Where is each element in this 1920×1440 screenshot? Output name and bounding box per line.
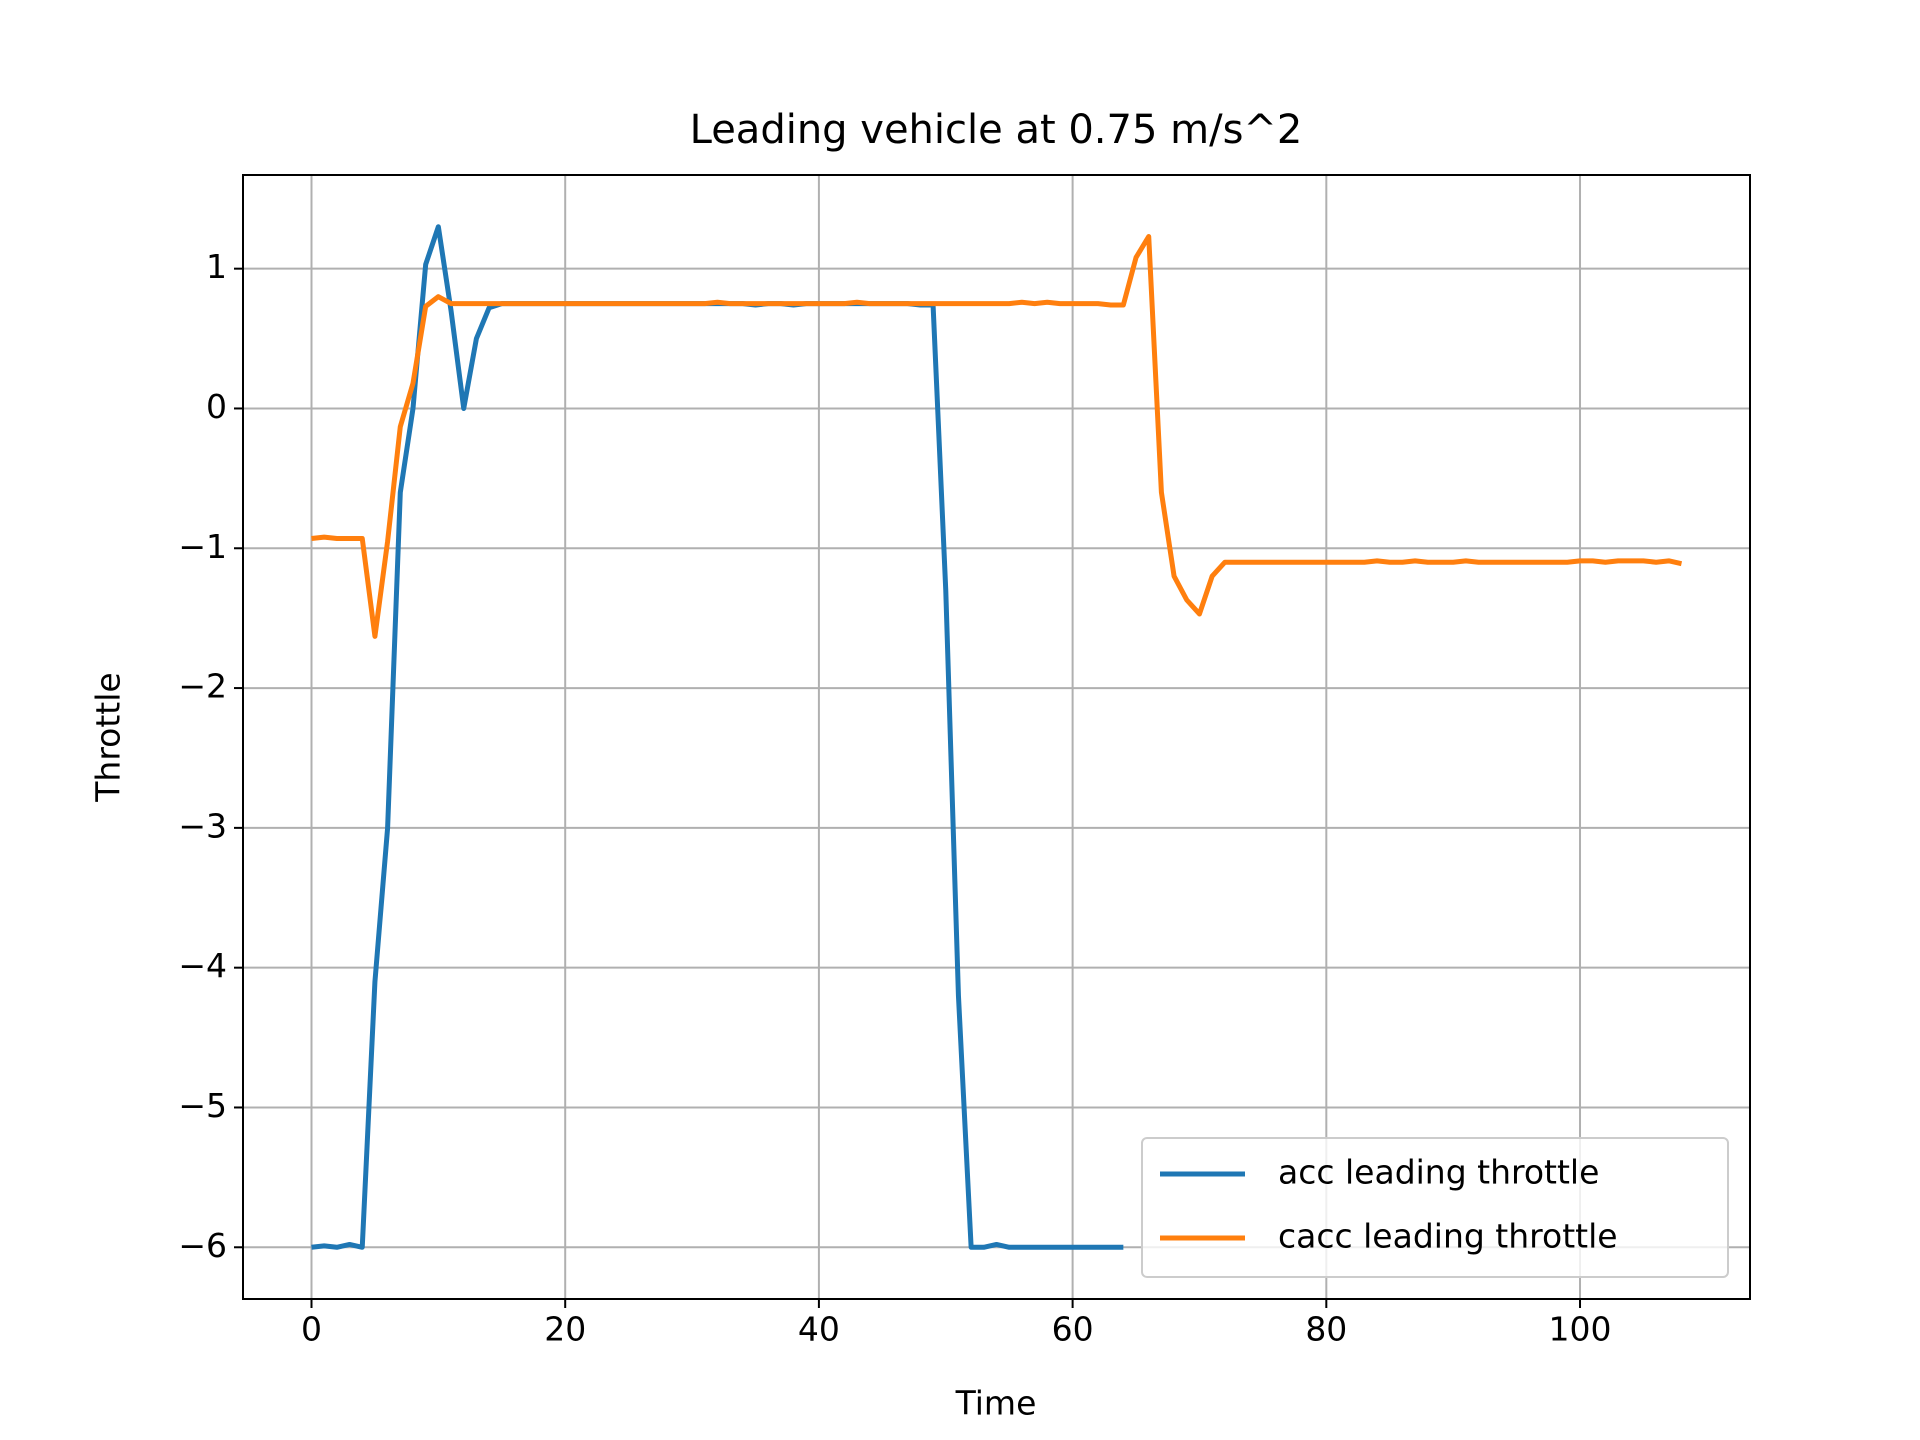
y-tick-label: −4 xyxy=(178,946,227,985)
y-tick-label: 1 xyxy=(206,247,227,286)
data-line xyxy=(311,234,1683,639)
y-tick-label: −6 xyxy=(178,1226,227,1265)
y-tick-label: −1 xyxy=(178,527,227,566)
x-tick-label: 60 xyxy=(1052,1310,1094,1349)
x-tick-label: 0 xyxy=(301,1310,322,1349)
y-tick-label: −3 xyxy=(178,806,227,845)
y-tick-label: −5 xyxy=(178,1086,227,1125)
y-axis-label: Throttle xyxy=(89,672,128,802)
legend-box xyxy=(1141,1137,1729,1278)
y-tick-label: 0 xyxy=(206,387,227,426)
y-tick-label: −2 xyxy=(178,667,227,706)
x-tick-label: 40 xyxy=(798,1310,840,1349)
legend-label: cacc leading throttle xyxy=(1278,1217,1618,1256)
x-tick-label: 100 xyxy=(1549,1310,1612,1349)
x-axis-label: Time xyxy=(955,1384,1037,1423)
legend-label: acc leading throttle xyxy=(1278,1153,1599,1192)
chart-title: Leading vehicle at 0.75 m/s^2 xyxy=(690,107,1303,153)
x-tick-label: 80 xyxy=(1305,1310,1347,1349)
axes-frame xyxy=(242,174,1751,1300)
x-tick-label: 20 xyxy=(544,1310,586,1349)
